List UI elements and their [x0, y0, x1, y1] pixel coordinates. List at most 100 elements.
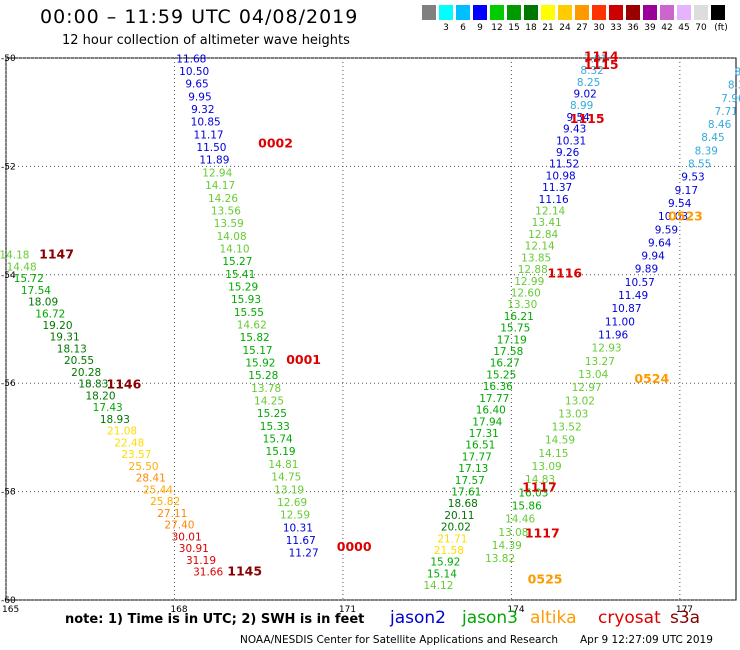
- swh-data-label: 8.32: [728, 80, 740, 92]
- swh-data-label: 10.57: [625, 277, 655, 289]
- swh-data-label: 11.68: [176, 53, 206, 65]
- swh-data-label: 17.58: [493, 346, 523, 358]
- time-label: 1117: [525, 526, 560, 541]
- swh-data-label: 28.41: [136, 473, 166, 485]
- swh-data-label: 9.95: [188, 91, 211, 103]
- swh-data-label: 11.50: [196, 142, 226, 154]
- time-label: 1115: [584, 57, 619, 72]
- page-subtitle: 12 hour collection of altimeter wave hei…: [62, 33, 350, 48]
- colorbar-label: 33: [610, 23, 622, 33]
- swh-data-label: 27.11: [157, 508, 187, 520]
- swh-data-label: 14.62: [237, 319, 267, 331]
- colorbar-swatch: [677, 5, 691, 20]
- swh-data-label: 12.94: [202, 167, 232, 179]
- swh-data-label: 25.50: [129, 461, 159, 473]
- colorbar-swatch: [558, 5, 572, 20]
- swh-data-label: 13.09: [532, 461, 562, 473]
- swh-data-label: 12.14: [535, 206, 565, 218]
- y-tick-label: -58: [1, 488, 16, 498]
- time-label: 0000: [337, 539, 372, 554]
- swh-data-label: 8.46: [708, 119, 732, 131]
- footer-note: note: 1) Time is in UTC; 2) SWH is in fe…: [65, 612, 365, 627]
- swh-data-label: 18.13: [57, 343, 87, 355]
- colorbar-swatch: [694, 5, 708, 20]
- swh-data-label: 14.75: [271, 472, 301, 484]
- swh-data-label: 10.31: [556, 135, 586, 147]
- swh-data-label: 7.96: [721, 93, 740, 105]
- swh-data-label: 21.71: [437, 533, 467, 545]
- swh-data-label: 19.31: [50, 332, 80, 344]
- swh-data-label: 14.83: [525, 474, 555, 486]
- colorbar-swatch: [439, 5, 453, 20]
- swh-data-label: 9.43: [563, 124, 586, 136]
- colorbar-label: 27: [576, 23, 588, 33]
- swh-data-label: 9.59: [655, 224, 678, 236]
- colorbar-label: 21: [542, 23, 554, 33]
- colorbar-label: 36: [627, 23, 639, 33]
- legend-item-jason3: jason3: [462, 608, 518, 628]
- swh-data-label: 19.20: [42, 320, 72, 332]
- time-label: 1146: [107, 377, 142, 392]
- legend-item-s3a: s3a: [670, 608, 701, 628]
- colorbar-swatch: [711, 5, 725, 20]
- swh-data-label: 15.14: [427, 568, 457, 580]
- swh-data-label: 14.48: [7, 261, 37, 273]
- swh-data-label: 14.15: [538, 448, 568, 460]
- swh-data-label: 8.55: [688, 159, 711, 171]
- swh-data-label: 10.50: [179, 66, 209, 78]
- x-tick-label: 171: [339, 605, 356, 615]
- swh-data-label: 15.41: [225, 269, 255, 281]
- time-label: 1115: [570, 111, 605, 126]
- swh-data-label: 17.94: [472, 416, 502, 428]
- swh-data-label: 21.08: [107, 426, 137, 438]
- colorbar-swatch: [575, 5, 589, 20]
- swh-data-label: 11.00: [605, 316, 635, 328]
- swh-data-label: 8.45: [701, 132, 724, 144]
- swh-data-label: 11.37: [542, 182, 572, 194]
- swh-data-label: 16.36: [483, 381, 513, 393]
- swh-data-label: 16.72: [35, 308, 65, 320]
- swh-data-label: 10.87: [611, 303, 641, 315]
- time-label: 0002: [258, 135, 293, 150]
- swh-data-label: 8.39: [695, 145, 718, 157]
- swh-data-label: 12.93: [592, 343, 622, 355]
- time-label: 0523: [668, 209, 703, 224]
- swh-data-label: 14.81: [268, 459, 298, 471]
- swh-data-label: 18.93: [100, 414, 130, 426]
- swh-data-label: 13.08: [498, 527, 528, 539]
- swh-data-label: 20.02: [441, 522, 471, 534]
- colorbar-label: 9: [477, 23, 483, 33]
- time-label: 0001: [286, 352, 321, 367]
- swh-data-label: 16.51: [465, 440, 495, 452]
- x-tick-label: 165: [2, 605, 19, 615]
- x-tick-label: 177: [676, 605, 693, 615]
- swh-data-label: 11.52: [549, 159, 579, 171]
- swh-data-label: 13.30: [507, 299, 537, 311]
- time-label: 1117: [522, 480, 557, 495]
- swh-data-label: 25.44: [143, 484, 173, 496]
- swh-data-label: 7.81: [584, 53, 607, 65]
- swh-data-label: 12.99: [514, 276, 544, 288]
- colorbar-swatch: [524, 5, 538, 20]
- swh-data-label: 17.31: [469, 428, 499, 440]
- swh-data-label: 8.41: [735, 66, 740, 78]
- y-tick-label: -54: [1, 271, 16, 281]
- y-tick-label: -56: [1, 379, 16, 389]
- swh-data-label: 15.82: [240, 332, 270, 344]
- swh-data-label: 25.82: [150, 496, 180, 508]
- x-tick-label: 174: [507, 605, 524, 615]
- swh-data-label: 14.08: [217, 231, 247, 243]
- time-label: 1116: [547, 266, 582, 281]
- swh-data-label: 15.29: [228, 281, 258, 293]
- colorbar-swatch: [609, 5, 623, 20]
- swh-data-label: 27.40: [164, 520, 194, 532]
- swh-data-label: 9.94: [641, 251, 665, 263]
- swh-data-label: 30.91: [179, 543, 209, 555]
- swh-data-label: 15.25: [486, 369, 516, 381]
- swh-data-label: 20.28: [71, 367, 101, 379]
- swh-data-label: 31.66: [193, 567, 223, 579]
- swh-data-label: 8.99: [570, 100, 593, 112]
- swh-data-label: 14.12: [423, 580, 453, 592]
- swh-data-label: 9.64: [648, 237, 672, 249]
